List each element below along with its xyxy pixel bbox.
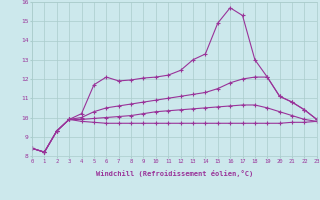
X-axis label: Windchill (Refroidissement éolien,°C): Windchill (Refroidissement éolien,°C) (96, 170, 253, 177)
